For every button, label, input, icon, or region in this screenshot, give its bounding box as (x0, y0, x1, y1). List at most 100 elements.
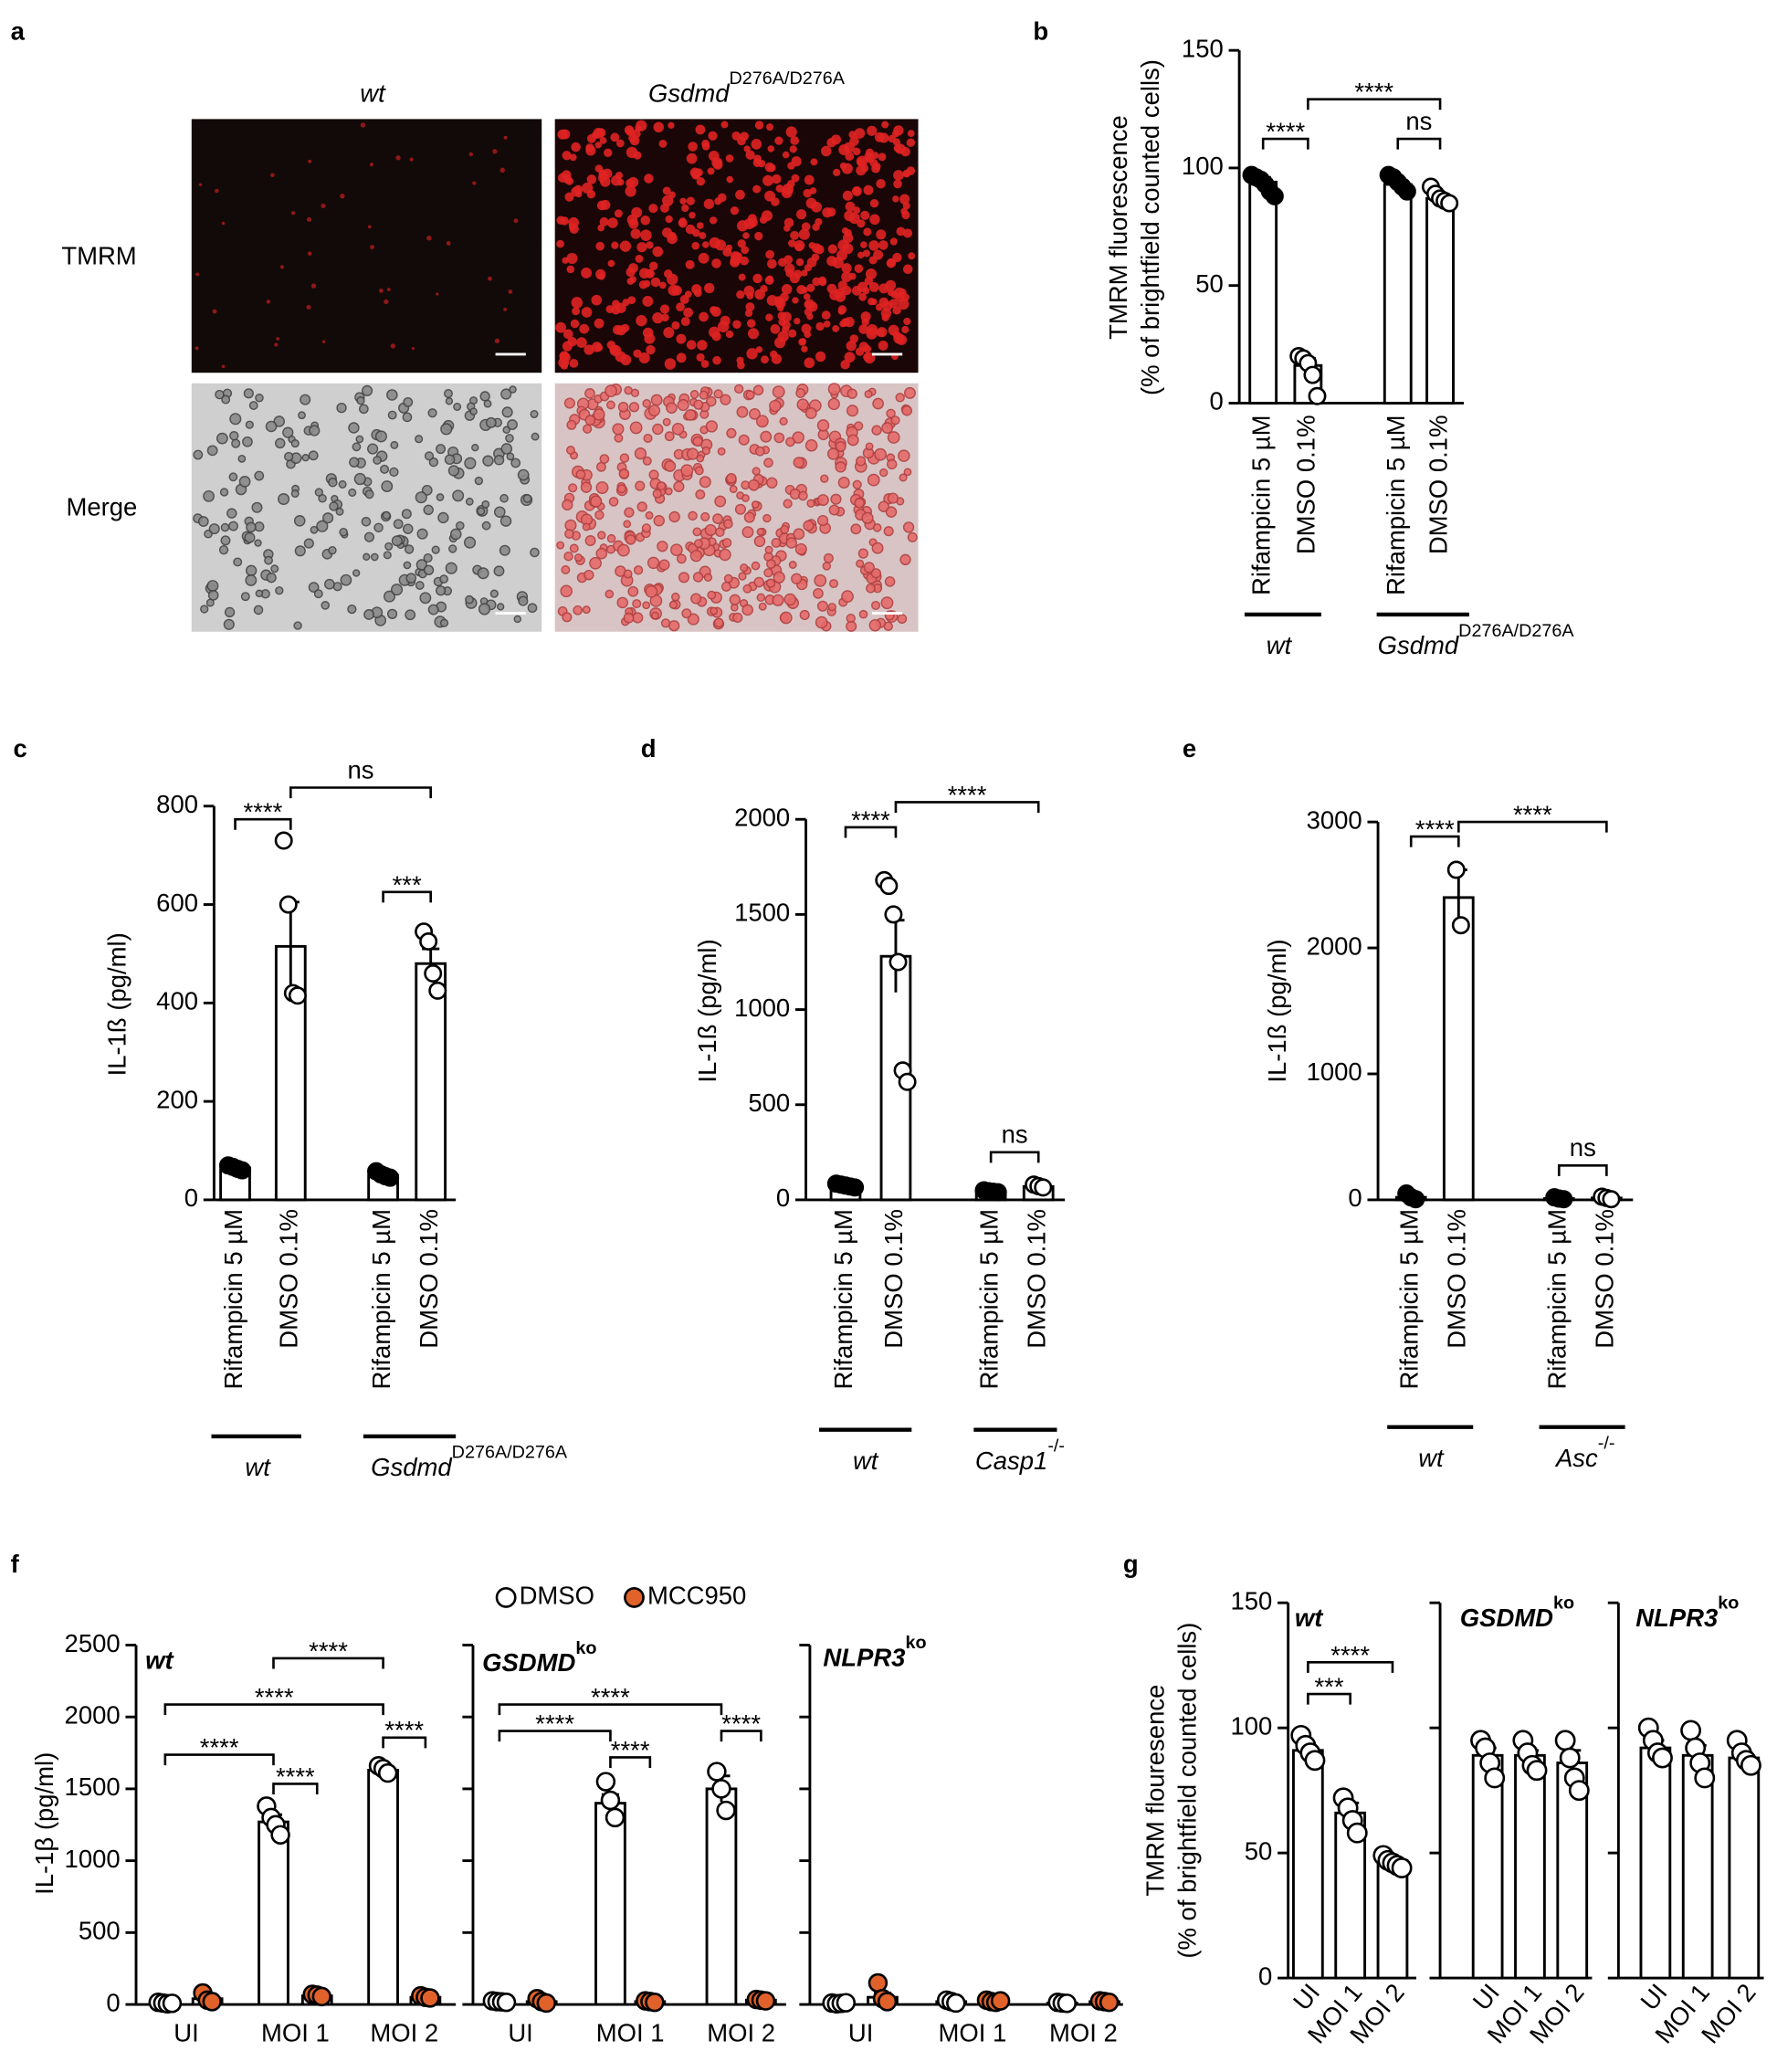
cell (647, 556, 660, 570)
cell (746, 292, 754, 300)
significance-label: **** (535, 1709, 574, 1738)
cell (585, 143, 594, 153)
cell (804, 357, 815, 369)
cell (505, 434, 514, 443)
y-axis-label: IL-1β (pg/ml) (30, 1752, 58, 1895)
data-point (879, 877, 899, 896)
cell (518, 595, 529, 606)
cell (566, 265, 575, 274)
cell (899, 553, 911, 565)
cell (878, 132, 889, 143)
significance-label: **** (200, 1733, 239, 1762)
cell (633, 565, 644, 575)
cell (823, 320, 831, 328)
cell (697, 340, 708, 351)
data-point (270, 1825, 290, 1845)
cell (893, 287, 905, 299)
cell (822, 562, 832, 571)
cell (575, 469, 586, 480)
cell (701, 139, 710, 148)
cell (806, 313, 814, 321)
cell (212, 309, 217, 314)
cell (626, 178, 635, 188)
cell (659, 304, 670, 314)
data-point (202, 1992, 222, 2012)
cell (584, 415, 596, 426)
cell (589, 556, 602, 570)
cell (857, 548, 868, 559)
cell (791, 573, 803, 584)
cell (386, 389, 398, 401)
cell (642, 456, 652, 466)
cell (752, 184, 762, 194)
cell (499, 544, 510, 556)
x-tick-label: Rifampicin 5 µM (1394, 1209, 1423, 1389)
cell (493, 455, 505, 466)
data-point (946, 1993, 966, 2014)
cell (871, 542, 884, 554)
cell (632, 599, 642, 609)
cell (251, 501, 263, 513)
cell (643, 279, 651, 288)
cell (308, 582, 320, 593)
cell (704, 282, 715, 294)
cell (886, 408, 896, 419)
cell (725, 330, 734, 339)
cell (627, 585, 639, 597)
cell (798, 228, 810, 240)
cell (753, 576, 765, 588)
cell (772, 594, 784, 606)
cell (892, 252, 902, 263)
cell (754, 446, 765, 457)
cell (792, 431, 804, 444)
significance-bracket (1557, 1163, 1608, 1176)
cell (849, 334, 859, 343)
cell (453, 403, 462, 411)
cell (198, 183, 203, 186)
cell (878, 500, 890, 513)
cell (699, 390, 709, 400)
subpanel-title-text: NLPR3 (1635, 1604, 1718, 1632)
cell (352, 569, 361, 577)
significance-label: **** (244, 798, 283, 826)
group-label: Casp1-/- (975, 1436, 1065, 1475)
cell (586, 174, 597, 184)
cell (738, 572, 747, 581)
cell (653, 121, 665, 133)
cell (349, 457, 360, 468)
cell (902, 228, 913, 238)
y-axis-label: (% of brightfield counted cells) (1172, 1623, 1201, 1959)
cell (664, 460, 677, 472)
significance-bracket (234, 817, 292, 830)
cell (810, 158, 818, 166)
cell (238, 476, 251, 488)
cell (619, 453, 630, 463)
cell (255, 394, 264, 403)
cell (391, 535, 403, 547)
data-point (1554, 1190, 1573, 1209)
data-point (162, 1993, 183, 2014)
bar (1514, 1753, 1546, 1980)
y-axis-label: TMRM flouresence (1141, 1685, 1170, 1897)
row-label: Merge (66, 492, 137, 521)
significance-bracket (1457, 820, 1608, 833)
cell (806, 283, 815, 292)
cell (773, 571, 785, 584)
cell (665, 215, 673, 224)
cell (415, 581, 425, 590)
cell (804, 299, 815, 310)
y-tick-label: 500 (79, 1917, 121, 1945)
superscript: ko (575, 1638, 596, 1658)
cell (507, 419, 518, 430)
legend-marker (624, 1586, 645, 1608)
cell (741, 494, 750, 502)
cell (770, 324, 781, 334)
y-tick-label: 800 (156, 790, 198, 818)
cell (676, 333, 687, 344)
cell (668, 284, 679, 296)
cell (732, 320, 741, 330)
cell (762, 513, 772, 523)
cell (646, 344, 656, 355)
cell (662, 195, 674, 206)
cell (826, 283, 837, 294)
